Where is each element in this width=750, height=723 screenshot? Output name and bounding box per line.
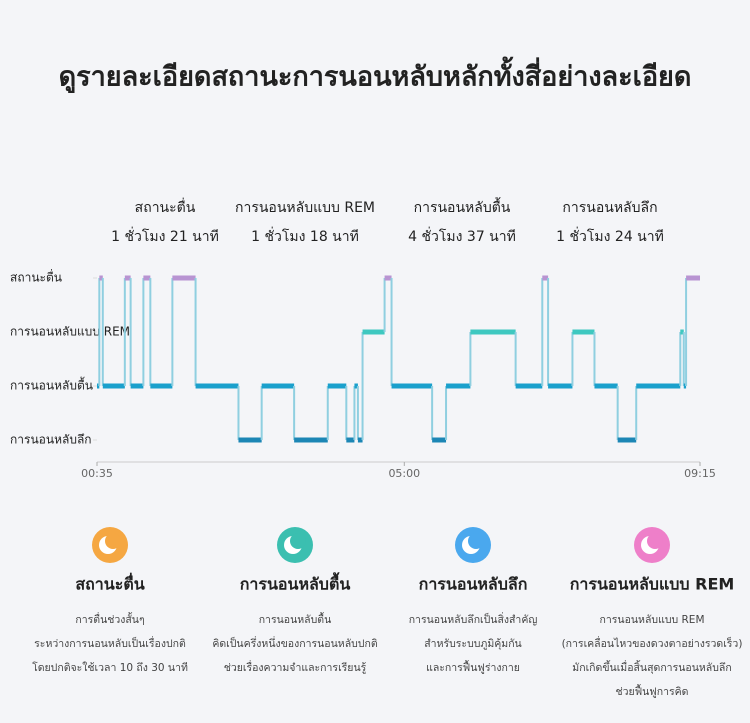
card-title: การนอนหลับตื้น (240, 572, 351, 594)
summary-label: การนอนหลับแบบ REM (235, 200, 375, 216)
summary-duration: 4 ชั่วโมง 37 นาที (408, 227, 516, 245)
card-line: และการฟื้นฟูร่างกาย (426, 660, 520, 674)
card-line: (การเคลื่อนไหวของดวงตาอย่างรวดเร็ว) (562, 636, 743, 650)
card-line: ช่วยเรื่องความจำและการเรียนรู้ (224, 660, 367, 674)
y-tick-label: การนอนหลับตื้น (10, 377, 93, 393)
summary-duration: 1 ชั่วโมง 18 นาที (251, 227, 359, 245)
summary-duration: 1 ชั่วโมง 21 นาที (111, 227, 219, 245)
card-line: ระหว่างการนอนหลับเป็นเรื่องปกติ (34, 636, 186, 650)
moon-cut (290, 533, 306, 549)
moon-cut (647, 533, 663, 549)
y-tick-label: การนอนหลับลึก (10, 433, 92, 447)
y-tick-label: สถานะตื่น (10, 269, 62, 285)
moon-cut (105, 533, 121, 549)
card-line: โดยปกติจะใช้เวลา 10 ถึง 30 นาที (32, 661, 188, 674)
summary-label: การนอนหลับตื้น (414, 197, 511, 216)
x-tick-label: 00:35 (81, 467, 113, 480)
card-title: สถานะตื่น (75, 573, 144, 594)
x-tick-label: 09:15 (684, 467, 716, 480)
moon-cut (468, 533, 484, 549)
card-line: การตื่นช่วงสั้นๆ (75, 612, 144, 626)
card-line: การนอนหลับตื้น (259, 612, 332, 626)
summary-label: การนอนหลับลึก (562, 200, 657, 216)
y-tick-label: การนอนหลับแบบ REM (10, 325, 130, 339)
card-title: การนอนหลับแบบ REM (570, 575, 735, 594)
x-tick-label: 05:00 (388, 467, 420, 480)
card-line: การนอนหลับลึกเป็นสิ่งสำคัญ (409, 612, 538, 626)
card-line: สำหรับระบบภูมิคุ้มกัน (424, 638, 521, 650)
card-line: คิดเป็นครึ่งหนึ่งของการนอนหลับปกติ (212, 636, 377, 650)
summary-duration: 1 ชั่วโมง 24 นาที (556, 227, 664, 245)
card-line: ช่วยฟื้นฟูการคิด (616, 684, 689, 698)
summary-label: สถานะตื่น (135, 198, 196, 216)
title: ดูรายละเอียดสถานะการนอนหลับหลักทั้งสี่อย… (59, 56, 692, 94)
card-line: การนอนหลับแบบ REM (600, 614, 705, 626)
card-title: การนอนหลับลึก (419, 575, 528, 594)
card-line: มักเกิดขึ้นเมื่อสิ้นสุดการนอนหลับลึก (572, 660, 731, 674)
